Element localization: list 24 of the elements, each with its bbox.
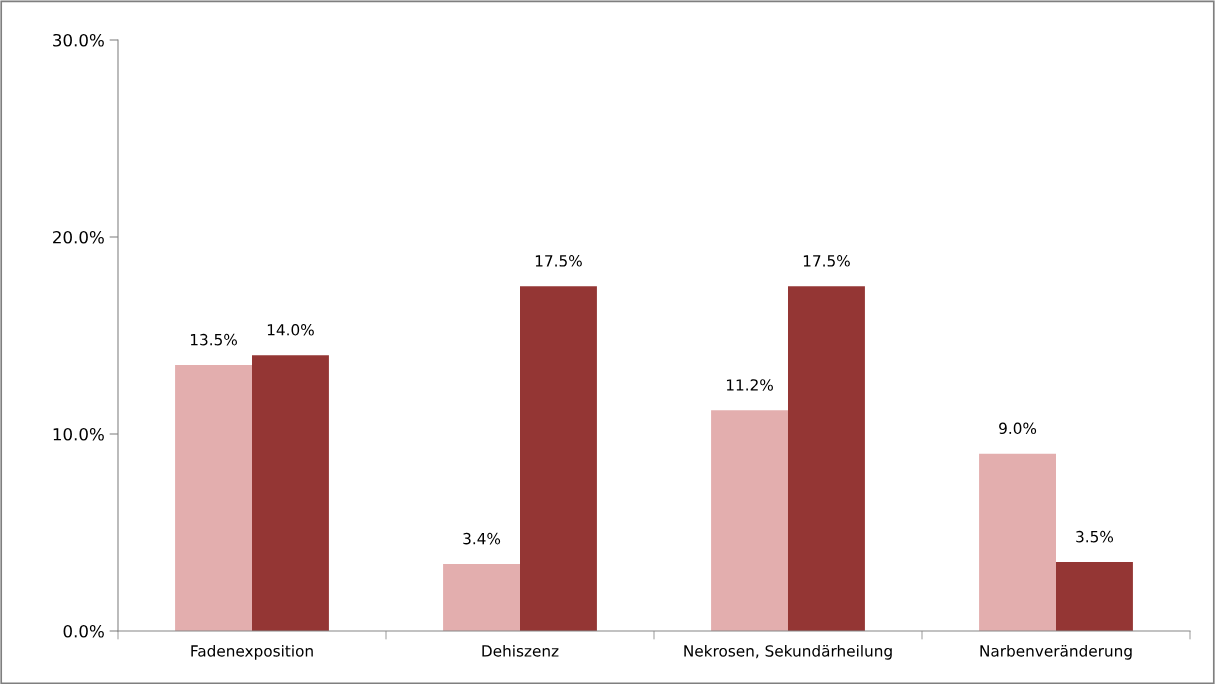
data-label: 14.0% bbox=[267, 324, 314, 336]
bar bbox=[443, 564, 520, 631]
bar bbox=[979, 453, 1056, 631]
x-tick-label: Fadenexposition bbox=[191, 644, 313, 660]
bar bbox=[252, 355, 329, 631]
bar bbox=[711, 410, 788, 631]
data-label: 3.4% bbox=[463, 532, 501, 545]
bar bbox=[1056, 562, 1133, 631]
data-label: 17.5% bbox=[535, 255, 582, 267]
data-label: 9.0% bbox=[999, 422, 1037, 435]
data-label: 3.5% bbox=[1076, 530, 1114, 543]
x-tick-label: Narbenveränderung bbox=[980, 644, 1132, 660]
y-tick-label: 20.0% bbox=[53, 230, 104, 244]
data-label: 17.5% bbox=[803, 255, 850, 267]
data-label: 13.5% bbox=[190, 333, 237, 346]
y-tick-label: 10.0% bbox=[53, 427, 104, 441]
bar bbox=[175, 365, 252, 631]
bar bbox=[520, 286, 597, 631]
bar bbox=[788, 286, 865, 631]
y-tick-label: 0.0% bbox=[63, 624, 104, 638]
x-tick-label: Dehiszenz bbox=[482, 644, 559, 657]
y-tick-label: 30.0% bbox=[53, 33, 104, 47]
data-label: 11.2% bbox=[726, 379, 773, 391]
x-tick-label: Nekrosen, Sekundärheilung bbox=[684, 644, 892, 660]
